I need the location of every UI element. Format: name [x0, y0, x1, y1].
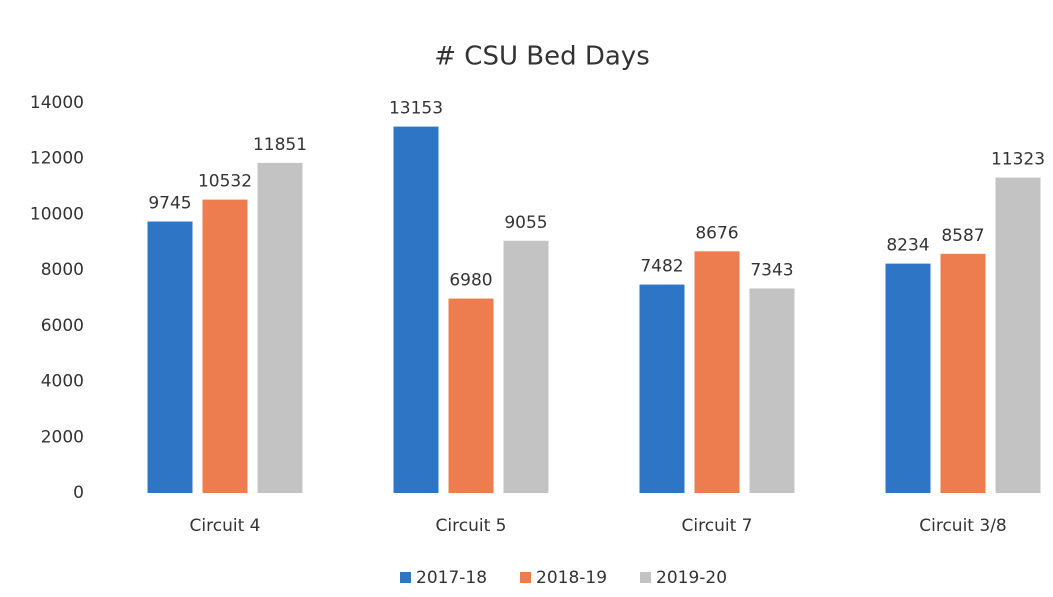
- bar: [257, 162, 303, 494]
- data-label: 11323: [991, 150, 1045, 170]
- y-tick-label: 0: [73, 483, 84, 503]
- bar: [503, 240, 549, 493]
- data-label: 8676: [695, 223, 738, 243]
- data-label: 9055: [504, 213, 547, 233]
- data-label: 7482: [640, 257, 683, 277]
- bar: [448, 298, 494, 493]
- data-label: 8234: [886, 236, 929, 256]
- data-label: 13153: [389, 99, 443, 119]
- y-tick-label: 6000: [41, 316, 84, 336]
- y-tick-label: 4000: [41, 372, 84, 392]
- data-label: 8587: [941, 226, 984, 246]
- chart-title: # CSU Bed Days: [434, 42, 650, 72]
- bar: [393, 126, 439, 493]
- bar: [694, 251, 740, 493]
- bar: [639, 284, 685, 493]
- bar: [885, 263, 931, 493]
- data-label: 6980: [449, 271, 492, 291]
- y-tick-label: 2000: [41, 427, 84, 447]
- bar: [147, 221, 193, 493]
- y-tick-label: 14000: [30, 93, 84, 113]
- x-tick-label: Circuit 7: [682, 516, 753, 536]
- legend-label: 2018-19: [536, 568, 607, 588]
- legend-swatch: [520, 572, 531, 583]
- bar: [749, 288, 795, 493]
- x-tick-label: Circuit 4: [190, 516, 261, 536]
- y-tick-label: 12000: [30, 149, 84, 169]
- x-tick-label: Circuit 3/8: [919, 516, 1006, 536]
- x-tick-label: Circuit 5: [436, 516, 507, 536]
- bar: [995, 177, 1041, 493]
- legend-swatch: [640, 572, 651, 583]
- y-tick-label: 10000: [30, 204, 84, 224]
- bar: [940, 253, 986, 493]
- legend-label: 2019-20: [656, 568, 727, 588]
- legend-swatch: [400, 572, 411, 583]
- bar: [202, 199, 248, 493]
- data-label: 11851: [253, 135, 307, 155]
- legend-label: 2017-18: [416, 568, 487, 588]
- data-label: 7343: [750, 260, 793, 280]
- y-tick-label: 8000: [41, 260, 84, 280]
- data-label: 9745: [148, 194, 191, 214]
- data-label: 10532: [198, 172, 252, 192]
